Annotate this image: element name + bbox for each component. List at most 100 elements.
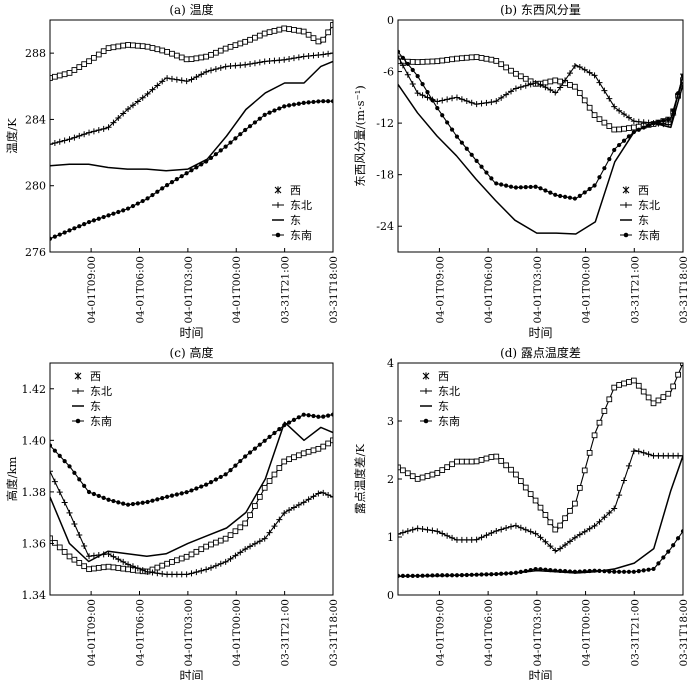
series-marker: [50, 141, 53, 148]
series-marker: [601, 87, 608, 94]
series-marker: [424, 58, 431, 65]
series-marker: [459, 55, 465, 62]
series-marker: [193, 569, 200, 576]
series-marker: [419, 59, 426, 65]
series-marker: [494, 571, 499, 577]
series-marker: [591, 112, 598, 118]
x-tick-label: 04-01T00:00: [581, 599, 593, 667]
series-marker: [315, 38, 322, 45]
series-marker: [76, 64, 83, 70]
series-marker: [169, 50, 175, 57]
series-marker: [320, 36, 327, 43]
series-marker: [468, 458, 475, 465]
series-marker: [95, 51, 102, 58]
legend-label: 西: [90, 370, 101, 383]
series-marker: [295, 54, 302, 61]
series-marker: [532, 530, 539, 537]
series-marker: [188, 56, 195, 63]
x-tick-label: 04-01T06:00: [483, 256, 495, 324]
series-marker: [242, 61, 249, 68]
series-marker: [282, 104, 287, 109]
series-marker: [81, 543, 88, 550]
legend-marker: [274, 186, 282, 194]
series-marker: [116, 209, 121, 215]
series-marker: [625, 114, 632, 121]
series-marker: [310, 35, 317, 41]
series-marker: [607, 569, 612, 574]
series-marker: [169, 493, 175, 498]
series-marker: [159, 47, 166, 54]
series-marker: [675, 91, 681, 96]
series-circle: [398, 529, 683, 578]
series-marker: [188, 570, 195, 577]
series-marker: [468, 54, 475, 61]
series-marker: [562, 542, 569, 548]
series-marker: [140, 198, 145, 204]
series-marker: [468, 99, 475, 106]
series-marker: [110, 119, 117, 126]
series-marker: [439, 57, 446, 64]
series-marker: [499, 571, 504, 576]
series-marker: [115, 43, 122, 50]
series-marker: [140, 500, 145, 505]
x-tick-label: 04-01T09:00: [434, 256, 446, 324]
legend-marker: [74, 372, 82, 380]
legend-label: 东南: [90, 415, 112, 428]
series-marker: [581, 528, 588, 535]
series-marker: [542, 79, 549, 86]
series-marker: [115, 565, 122, 571]
series-marker: [237, 524, 244, 531]
series-marker: [478, 457, 485, 463]
y-tick-label: 1: [387, 531, 394, 544]
series-marker: [581, 97, 588, 104]
series-marker: [320, 489, 327, 496]
series-marker: [478, 100, 485, 107]
series-marker: [204, 482, 209, 487]
y-axis-label: 温度/K: [5, 118, 19, 154]
series-marker: [435, 573, 440, 578]
series-marker: [276, 26, 283, 33]
series-marker: [398, 573, 401, 578]
series-marker: [154, 46, 161, 53]
series-marker: [193, 55, 200, 62]
series-marker: [675, 371, 681, 378]
series-marker: [52, 539, 58, 546]
series-marker: [243, 454, 248, 459]
y-tick-label: 1.34: [22, 589, 47, 602]
panel-temperature: (a) 温度 276 280 284 288 04-01T09:00 04-01T06:00…: [5, 2, 340, 340]
series-marker: [247, 124, 253, 129]
series-line: [50, 24, 333, 79]
series-marker: [213, 152, 218, 157]
series-marker: [400, 573, 406, 578]
series-marker: [139, 43, 146, 50]
series-marker: [286, 507, 293, 514]
x-axis-label: 时间: [528, 669, 552, 680]
series-marker: [296, 101, 301, 106]
y-tick-label: 1.40: [22, 434, 47, 447]
series-marker: [523, 568, 528, 574]
series-marker: [71, 556, 78, 563]
series-marker: [430, 573, 435, 578]
series-marker: [66, 136, 73, 143]
series-marker: [473, 54, 480, 60]
series-marker: [155, 189, 160, 194]
series-marker: [300, 499, 307, 506]
series-marker: [105, 45, 112, 51]
y-tick-label: 280: [25, 180, 46, 193]
series-plus: [50, 50, 333, 148]
x-tick-label: 03-31T18:00: [328, 599, 340, 667]
series-marker: [199, 484, 204, 489]
series-marker: [542, 512, 549, 518]
series-marker: [454, 134, 460, 139]
series-marker: [316, 99, 321, 104]
panel-dewpoint-depression: (d) 露点温度差 0 1 2 3 4 04-01T09:00 04-01T06:00 04-0…: [353, 345, 690, 680]
series-marker: [473, 101, 480, 108]
series-marker: [445, 573, 450, 578]
series-marker: [301, 100, 306, 105]
y-tick-label: 1.38: [22, 486, 47, 499]
series-marker: [272, 108, 277, 113]
series-marker: [425, 573, 430, 578]
legend-label: 东南: [638, 229, 660, 242]
